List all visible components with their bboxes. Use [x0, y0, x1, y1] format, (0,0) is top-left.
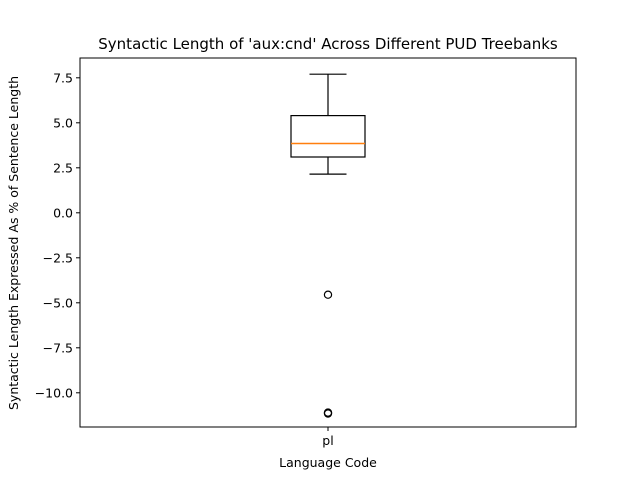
outlier-point — [323, 290, 333, 299]
y-tick-label: 2.5 — [53, 160, 73, 175]
chart-title: Syntactic Length of 'aux:cnd' Across Dif… — [98, 35, 558, 53]
y-axis-label: Syntactic Length Expressed As % of Sente… — [6, 76, 21, 410]
outlier-point — [323, 409, 333, 418]
y-tick-label: 5.0 — [53, 115, 73, 130]
y-axis-ticks: −10.0 −7.5 −5.0 −2.5 0.0 2.5 5.0 7.5 — [35, 70, 80, 400]
box-series — [290, 73, 366, 418]
y-tick-label: −2.5 — [43, 250, 73, 265]
x-axis-ticks: pl — [322, 427, 334, 448]
y-tick-label: −5.0 — [43, 295, 73, 310]
box-pl — [290, 73, 366, 418]
y-tick-label: −7.5 — [43, 340, 73, 355]
y-tick-label: −10.0 — [35, 385, 73, 400]
x-axis-label: Language Code — [279, 455, 377, 470]
interquartile-box — [290, 114, 366, 158]
y-tick-label: 0.0 — [53, 205, 73, 220]
x-tick-label: pl — [322, 433, 333, 448]
y-tick-label: 7.5 — [53, 70, 73, 85]
